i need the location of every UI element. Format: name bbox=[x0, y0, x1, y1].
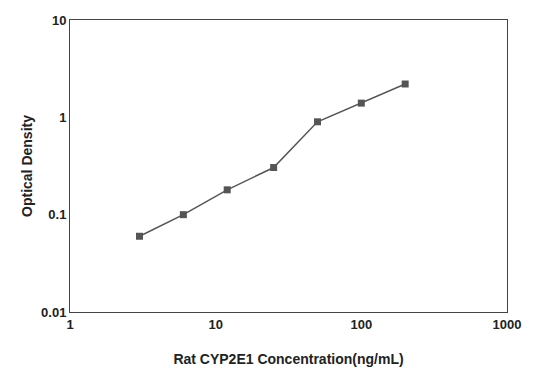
svg-text:10: 10 bbox=[208, 317, 222, 332]
svg-text:1: 1 bbox=[59, 110, 66, 125]
svg-text:10: 10 bbox=[52, 13, 66, 28]
svg-text:0.1: 0.1 bbox=[48, 207, 66, 222]
svg-text:Rat CYP2E1 Concentration(ng/mL: Rat CYP2E1 Concentration(ng/mL) bbox=[173, 351, 403, 367]
svg-text:100: 100 bbox=[350, 317, 372, 332]
svg-text:1000: 1000 bbox=[493, 317, 522, 332]
svg-text:0.01: 0.01 bbox=[41, 305, 66, 320]
svg-text:1: 1 bbox=[66, 317, 73, 332]
svg-text:Optical Density: Optical Density bbox=[19, 115, 35, 217]
